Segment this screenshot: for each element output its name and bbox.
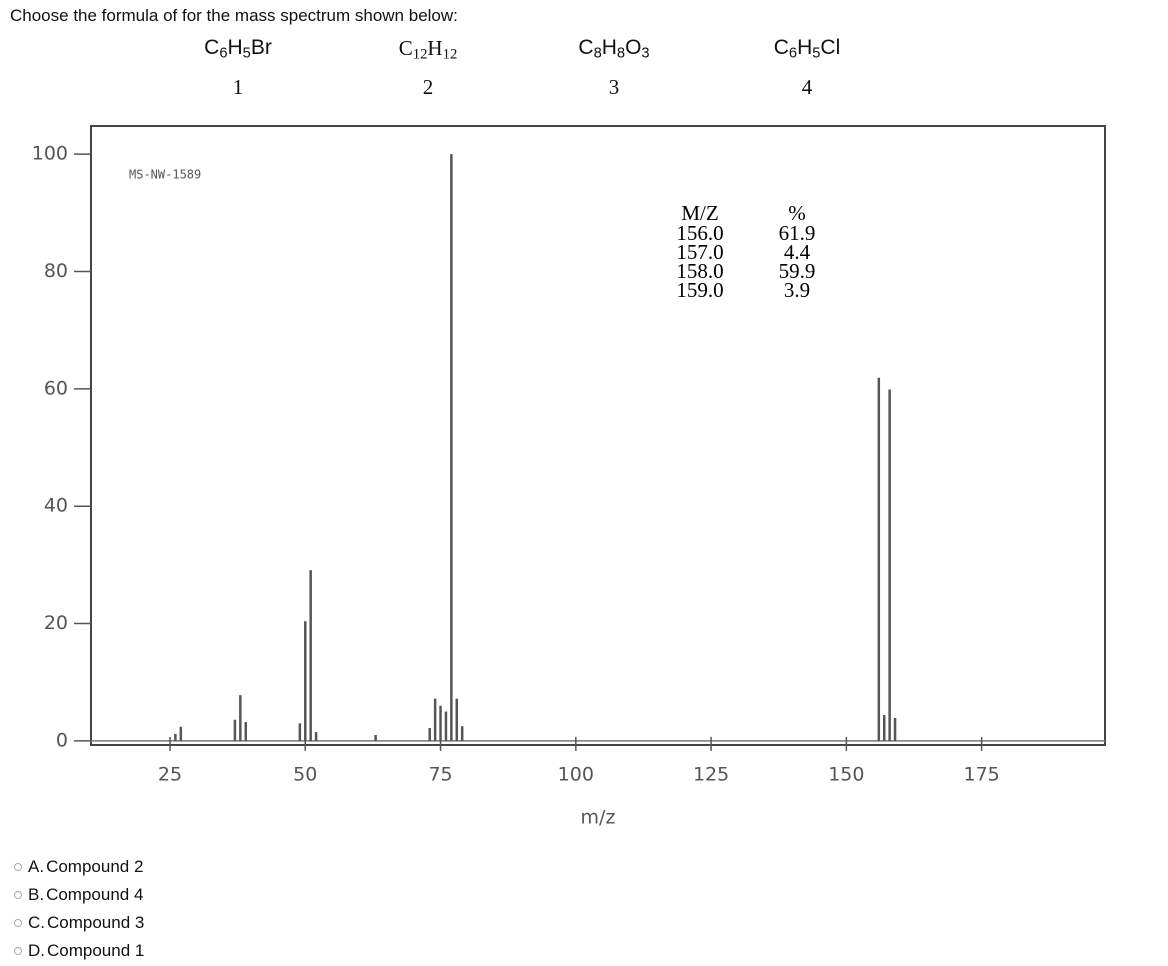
option-text: Compound 2 [46,857,144,876]
option-text: Compound 3 [47,913,145,932]
peak [439,705,442,741]
radio-dot [14,947,22,955]
option[interactable]: C. Compound 3 [14,913,144,933]
peak [877,377,881,741]
peak [428,727,431,741]
option[interactable]: A. Compound 2 [14,857,143,877]
option[interactable]: D. Compound 1 [14,941,144,961]
radio-dot [14,863,22,871]
plot-frame [90,125,1106,746]
x-tick-label: 125 [693,764,729,786]
peak [433,698,437,741]
peak [882,715,886,741]
peak [179,726,183,741]
table-cell: 157.0 [676,240,723,264]
formula: C12H12 [398,36,458,63]
table-cell: 59.9 [779,259,816,283]
peak [298,723,302,741]
table-cell: 158.0 [676,259,723,283]
x-tick-label: 175 [963,764,999,786]
peak [244,722,248,741]
question: Choose the formula of for the mass spect… [10,6,458,25]
option-letter: A. [28,857,45,876]
radio-dot [14,891,22,899]
peak [174,733,177,741]
peak [233,719,237,741]
formula: C6H5Br [204,36,272,62]
peak [304,621,307,741]
x-tick-label: 100 [558,764,594,786]
formula: C6H5Cl [773,36,841,62]
option-letter: B. [28,885,45,904]
compound-number: 4 [801,75,813,99]
peak [444,711,448,741]
option[interactable]: B. Compound 4 [14,885,143,905]
option-text: Compound 4 [46,885,144,904]
x-axis-label: m/z [581,807,616,829]
option-letter: D. [28,941,45,960]
x-tick-label: 25 [158,764,182,786]
spectrum-id: MS-NW-1589 [129,168,201,182]
y-tick-label: 60 [44,377,68,399]
y-tick-label: 80 [44,260,68,282]
peak [888,389,891,741]
compound-number: 3 [608,75,620,99]
table-cell: 4.4 [784,240,811,264]
peak [374,735,377,741]
radio-dot [14,919,22,927]
y-tick-label: 40 [44,495,68,517]
table-cell: 159.0 [676,278,723,302]
y-tick-label: 20 [44,612,68,634]
chart: 0 20 40 60 80 100 25 50 75 100 125 150 175 m/z MS-NW-1… [32,125,1106,829]
option-text: Compound 1 [47,941,145,960]
compound-number: 1 [232,75,244,99]
peak [314,732,318,741]
peak [450,154,453,741]
table-cell: 61.9 [779,221,816,245]
compound-number: 2 [422,75,434,99]
x-tick-label: 50 [293,764,317,786]
y-tick-label: 100 [32,143,68,165]
y-tick-label: 0 [56,729,68,751]
option-letter: C. [28,913,45,932]
table-header: % [788,201,806,225]
table-cell: 3.9 [784,278,810,302]
table-cell: 156.0 [676,221,723,245]
x-tick-label: 75 [428,764,452,786]
peak [460,726,464,741]
x-tick-label: 150 [828,764,864,786]
peak [309,570,312,741]
table-header: M/Z [681,201,718,225]
peak [455,698,459,741]
formula: C8H8O3 [578,36,650,62]
peak [239,695,242,741]
peak [893,718,897,741]
